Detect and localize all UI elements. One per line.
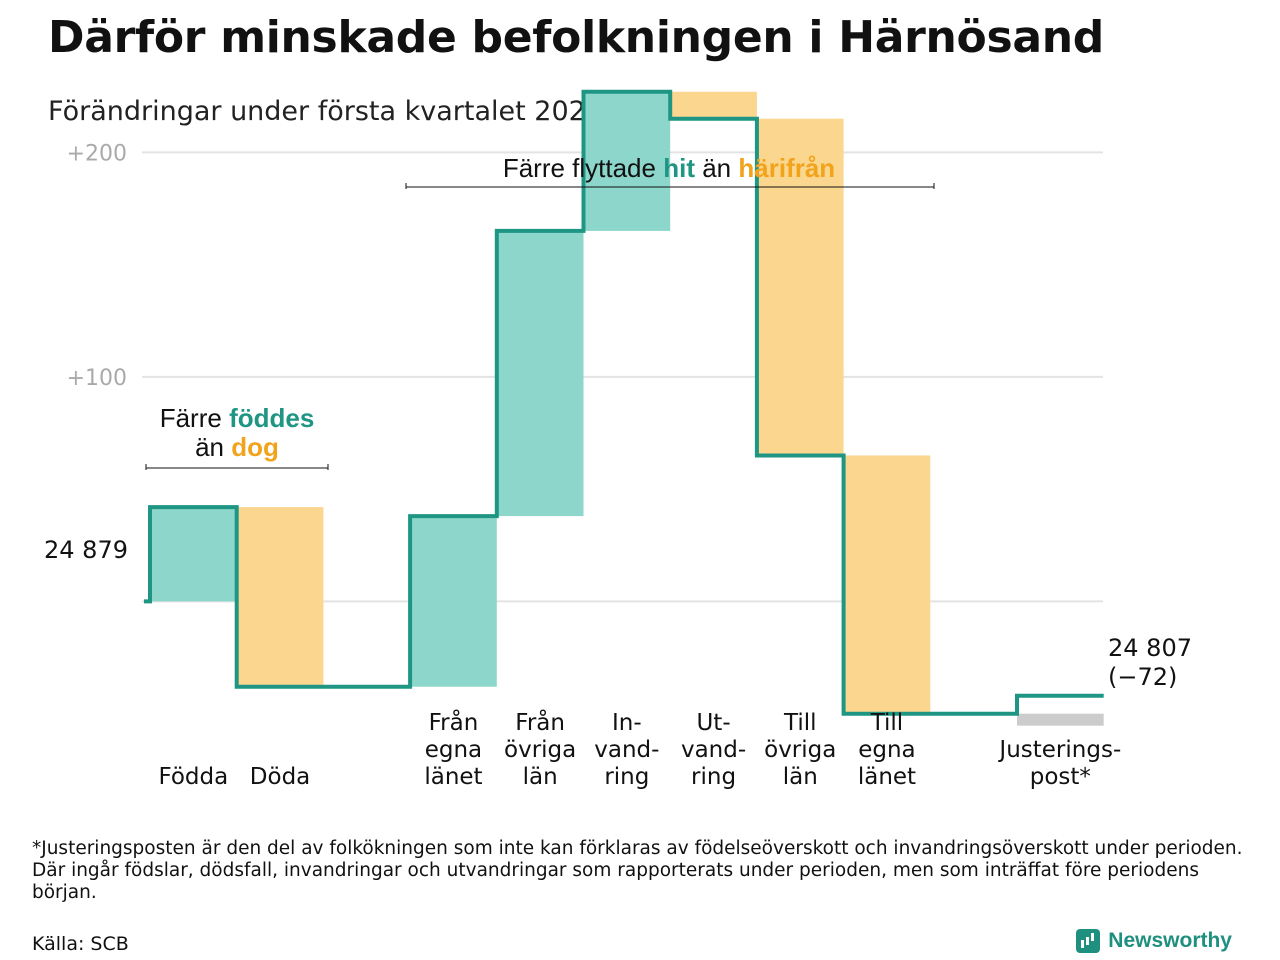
category-label-3-line-0: Från (429, 708, 479, 736)
category-label-6-line-0: Ut- (696, 710, 730, 736)
category-label-7-line-2: län (783, 764, 818, 790)
bar-5 (583, 91, 671, 231)
category-label-8-line-0: Till (870, 710, 904, 736)
y-tick-label-0: +100 (67, 366, 127, 391)
annotation-births: Färre föddes än dog (145, 403, 329, 470)
annotation-moves: Färre flyttade hit än härifrån (405, 153, 935, 189)
category-label-0: Födda (158, 764, 228, 790)
category-label-7: Till övriga län (764, 710, 836, 790)
category-label-10: Justerings-post* (997, 737, 1121, 790)
start-value-label: 24 879 (44, 536, 128, 564)
end-change-label: (−72) (1108, 663, 1177, 691)
y-tick-label-1: +200 (67, 141, 127, 166)
bar-4 (496, 230, 584, 517)
category-label-4-line-1: övriga (504, 737, 576, 763)
cumulative-line-group (144, 89, 1104, 716)
annotation-moves-hit: hit (663, 153, 695, 183)
end-value-label: 24 807 (1108, 634, 1192, 662)
bar-10 (1017, 713, 1104, 726)
category-label-6-line-1: vand- (681, 737, 746, 763)
category-label-5-line-2: ring (604, 764, 649, 790)
category-label-8-line-1: egna (858, 737, 915, 763)
category-label-4-line-2: län (523, 764, 558, 790)
category-label-10-line-1: post* (1030, 764, 1091, 790)
bar-chart-icon (1076, 929, 1101, 953)
footnote: *Justeringsposten är den del av folkökni… (32, 838, 1243, 903)
bar-3 (410, 516, 497, 687)
category-label-10-line-0: Justerings- (997, 737, 1121, 763)
svg-text:Färre flyttade hit: Färre flyttade hit än härifrån (503, 153, 835, 183)
annotation-deaths-emphasis: dog (231, 432, 279, 462)
category-label-6: Ut-vand-ring (681, 710, 746, 790)
bar-7 (756, 118, 844, 456)
svg-text:Färre föddes: Färre föddes (160, 403, 315, 433)
source-label: Källa: SCB (32, 933, 129, 955)
category-label-0-line-0: Födda (158, 764, 228, 790)
annotation-deaths-text: än (195, 432, 224, 462)
category-label-4: Från övriga län (504, 708, 576, 790)
bars (150, 91, 1104, 726)
bar-0 (150, 507, 237, 602)
cumulative-line (144, 89, 1104, 716)
category-label-5-line-0: In- (612, 710, 642, 736)
svg-text:än dog: än dog (195, 432, 279, 462)
category-label-7-line-0: Till (783, 710, 817, 736)
annotation-moves-middle: än (702, 153, 731, 183)
category-label-5: In-vand-ring (594, 710, 659, 790)
bar-1 (236, 507, 324, 687)
category-label-7-line-1: övriga (764, 737, 836, 763)
category-label-6-line-2: ring (691, 764, 736, 790)
category-label-8: Till egna länet (858, 710, 916, 790)
annotation-births-emphasis: föddes (229, 403, 314, 433)
category-label-3-line-2: länet (424, 764, 482, 790)
category-label-1-line-0: Döda (250, 764, 310, 790)
category-label-3-line-1: egna (425, 737, 482, 763)
annotation-moves-harifran: härifrån (738, 153, 835, 183)
y-axis-ticks: +100 +200 (67, 141, 127, 391)
brand-logo: Newsworthy (1076, 929, 1232, 953)
category-label-4-line-0: Från (515, 708, 565, 736)
bar-6 (670, 91, 757, 119)
category-label-8-line-2: länet (858, 764, 916, 790)
annotation-births-text: Färre (160, 403, 222, 433)
category-label-5-line-1: vand- (594, 737, 659, 763)
annotation-moves-text: Färre flyttade (503, 153, 656, 183)
brand-name: Newsworthy (1108, 929, 1232, 952)
chart-subtitle: Förändringar under första kvartalet 2023 (48, 96, 604, 127)
category-label-1: Döda (250, 764, 310, 790)
category-label-3: Från egna länet (424, 708, 482, 790)
bar-8 (843, 455, 931, 714)
chart-title: Därför minskade befolkningen i Härnösand (48, 12, 1104, 63)
